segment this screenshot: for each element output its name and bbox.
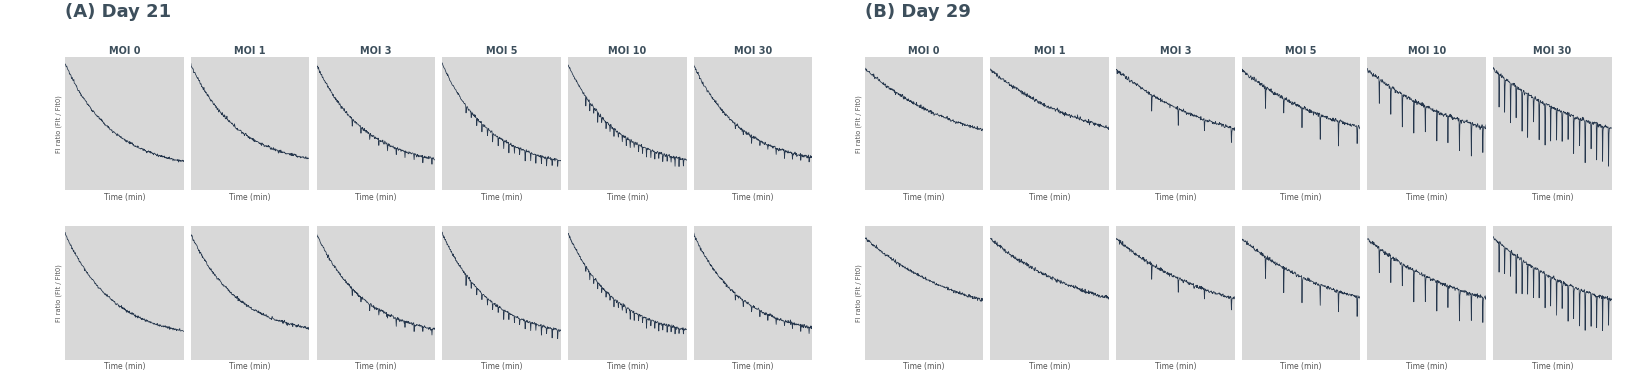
Title: MOI 10: MOI 10 xyxy=(1408,46,1446,56)
X-axis label: Time (min): Time (min) xyxy=(1154,362,1197,371)
Title: MOI 0: MOI 0 xyxy=(908,46,939,56)
Title: MOI 10: MOI 10 xyxy=(609,46,646,56)
X-axis label: Time (min): Time (min) xyxy=(230,193,270,201)
Text: (A) Day 21: (A) Day 21 xyxy=(65,3,171,22)
X-axis label: Time (min): Time (min) xyxy=(1154,193,1197,201)
X-axis label: Time (min): Time (min) xyxy=(1280,193,1322,201)
Title: MOI 1: MOI 1 xyxy=(234,46,265,56)
X-axis label: Time (min): Time (min) xyxy=(104,362,145,371)
Y-axis label: Fl ratio (Flt / Flt0): Fl ratio (Flt / Flt0) xyxy=(855,264,861,322)
X-axis label: Time (min): Time (min) xyxy=(1029,362,1070,371)
Title: MOI 5: MOI 5 xyxy=(485,46,518,56)
X-axis label: Time (min): Time (min) xyxy=(607,193,648,201)
X-axis label: Time (min): Time (min) xyxy=(104,193,145,201)
X-axis label: Time (min): Time (min) xyxy=(230,362,270,371)
Title: MOI 1: MOI 1 xyxy=(1034,46,1065,56)
Text: (B) Day 29: (B) Day 29 xyxy=(864,3,970,22)
Title: MOI 5: MOI 5 xyxy=(1284,46,1317,56)
X-axis label: Time (min): Time (min) xyxy=(904,362,944,371)
X-axis label: Time (min): Time (min) xyxy=(480,193,523,201)
Title: MOI 3: MOI 3 xyxy=(1159,46,1192,56)
Y-axis label: Fl ratio (Flt / Flt0): Fl ratio (Flt / Flt0) xyxy=(55,264,62,322)
Title: MOI 30: MOI 30 xyxy=(1534,46,1571,56)
Y-axis label: Fl ratio (Flt / Flt0): Fl ratio (Flt / Flt0) xyxy=(855,95,861,153)
Title: MOI 3: MOI 3 xyxy=(360,46,392,56)
X-axis label: Time (min): Time (min) xyxy=(733,362,773,371)
Y-axis label: Fl ratio (Flt / Flt0): Fl ratio (Flt / Flt0) xyxy=(55,95,62,153)
X-axis label: Time (min): Time (min) xyxy=(480,362,523,371)
X-axis label: Time (min): Time (min) xyxy=(1532,362,1573,371)
Title: MOI 30: MOI 30 xyxy=(734,46,772,56)
X-axis label: Time (min): Time (min) xyxy=(355,193,397,201)
X-axis label: Time (min): Time (min) xyxy=(607,362,648,371)
X-axis label: Time (min): Time (min) xyxy=(1532,193,1573,201)
X-axis label: Time (min): Time (min) xyxy=(355,362,397,371)
X-axis label: Time (min): Time (min) xyxy=(1407,362,1447,371)
X-axis label: Time (min): Time (min) xyxy=(1280,362,1322,371)
X-axis label: Time (min): Time (min) xyxy=(904,193,944,201)
Title: MOI 0: MOI 0 xyxy=(109,46,140,56)
X-axis label: Time (min): Time (min) xyxy=(1407,193,1447,201)
X-axis label: Time (min): Time (min) xyxy=(733,193,773,201)
X-axis label: Time (min): Time (min) xyxy=(1029,193,1070,201)
